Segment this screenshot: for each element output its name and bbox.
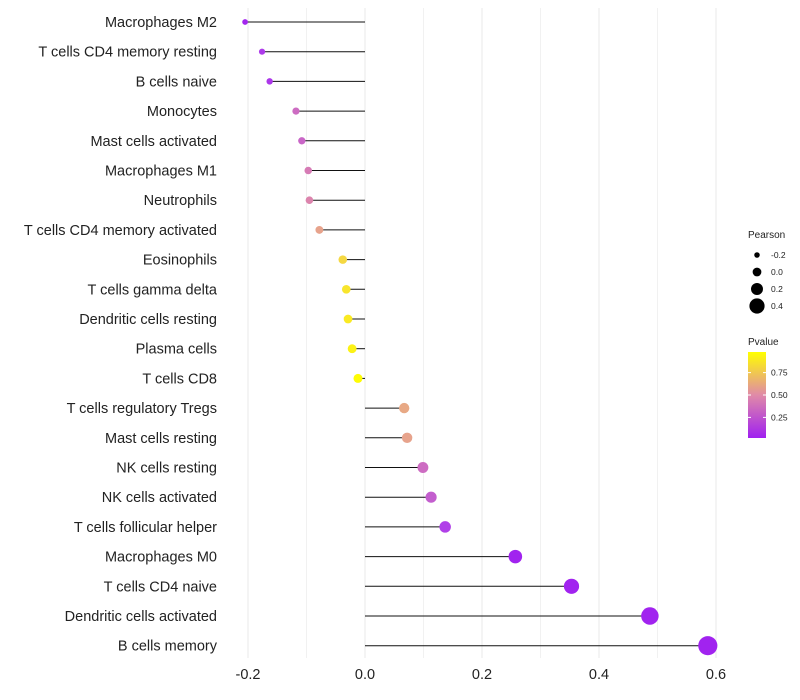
lollipop-point bbox=[563, 578, 580, 594]
lollipop-point bbox=[425, 491, 437, 503]
category-label: Macrophages M2 bbox=[105, 15, 217, 31]
pvalue-colorbar bbox=[748, 352, 766, 438]
color-legend-label: 0.25 bbox=[771, 412, 788, 422]
grid-layer bbox=[247, 8, 717, 658]
category-label: Neutrophils bbox=[144, 193, 217, 209]
lollipop-point bbox=[508, 549, 523, 564]
lollipop-point bbox=[242, 19, 248, 25]
category-labels: Macrophages M2 T cells CD4 memory resting… bbox=[24, 15, 218, 655]
lollipop-point bbox=[399, 402, 410, 414]
lollipop-point bbox=[298, 137, 306, 145]
color-legend-title: Pvalue bbox=[748, 337, 779, 348]
category-label: Macrophages M1 bbox=[105, 164, 217, 180]
pearson-size-legend: Pearson -0.2 0.0 0.2 0.4 bbox=[748, 230, 786, 314]
category-label: Monocytes bbox=[147, 104, 217, 120]
color-legend-label: 0.50 bbox=[771, 390, 788, 400]
category-label: Plasma cells bbox=[136, 342, 217, 358]
category-label: T cells regulatory Tregs bbox=[67, 401, 217, 417]
category-label: T cells CD4 memory resting bbox=[38, 45, 217, 61]
category-label: Mast cells resting bbox=[105, 431, 217, 447]
stem-layer bbox=[245, 21, 708, 647]
category-label: Macrophages M0 bbox=[105, 550, 217, 566]
lollipop-point bbox=[343, 314, 353, 324]
lollipop-point bbox=[305, 196, 314, 204]
lollipop-point bbox=[315, 225, 324, 234]
x-tick-label: -0.2 bbox=[236, 667, 261, 683]
size-legend-label: 0.2 bbox=[771, 284, 783, 294]
category-label: T cells gamma delta bbox=[88, 282, 218, 298]
size-legend-label: -0.2 bbox=[771, 250, 786, 260]
x-tick-label: 0.4 bbox=[589, 667, 609, 683]
x-tick-label: 0.6 bbox=[706, 667, 726, 683]
category-label: NK cells resting bbox=[116, 461, 217, 477]
lollipop-point bbox=[304, 166, 313, 175]
size-legend-label: 0.4 bbox=[771, 301, 783, 311]
lollipop-point bbox=[347, 344, 357, 354]
lollipop-point bbox=[698, 636, 718, 656]
lollipop-point bbox=[292, 107, 300, 115]
lollipop-point bbox=[258, 48, 266, 55]
category-label: T cells CD4 naive bbox=[104, 579, 217, 595]
category-label: B cells naive bbox=[136, 74, 217, 90]
lollipop-point bbox=[266, 78, 273, 85]
point-layer bbox=[242, 19, 718, 656]
lollipop-point bbox=[641, 607, 659, 625]
category-label: Dendritic cells activated bbox=[65, 609, 217, 625]
category-label: T cells CD8 bbox=[142, 371, 217, 387]
size-legend-key bbox=[749, 298, 765, 314]
category-label: T cells CD4 memory activated bbox=[24, 223, 217, 239]
size-legend-key bbox=[752, 267, 762, 277]
lollipop-point bbox=[439, 521, 451, 533]
lollipop-point bbox=[338, 255, 348, 264]
lollipop-point bbox=[341, 284, 351, 294]
lollipop-point bbox=[401, 432, 413, 444]
category-label: B cells memory bbox=[118, 639, 218, 655]
category-label: Mast cells activated bbox=[90, 134, 217, 150]
lollipop-point bbox=[353, 373, 363, 383]
category-label: Dendritic cells resting bbox=[79, 312, 217, 328]
x-tick-label: 0.2 bbox=[472, 667, 492, 683]
pvalue-color-legend: Pvalue 0.75 0.50 0.25 bbox=[748, 337, 788, 438]
x-tick-label: 0.0 bbox=[355, 667, 375, 683]
lollipop-point bbox=[417, 462, 429, 473]
size-legend-title: Pearson bbox=[748, 230, 785, 241]
size-legend-key bbox=[751, 283, 763, 295]
color-legend-label: 0.75 bbox=[771, 368, 788, 378]
category-label: NK cells activated bbox=[102, 490, 217, 506]
x-axis-tick-labels: -0.2 0.0 0.2 0.4 0.6 bbox=[236, 667, 727, 683]
size-legend-label: 0.0 bbox=[771, 267, 783, 277]
category-label: Eosinophils bbox=[143, 253, 217, 269]
category-label: T cells follicular helper bbox=[74, 520, 217, 536]
size-legend-key bbox=[754, 252, 760, 258]
